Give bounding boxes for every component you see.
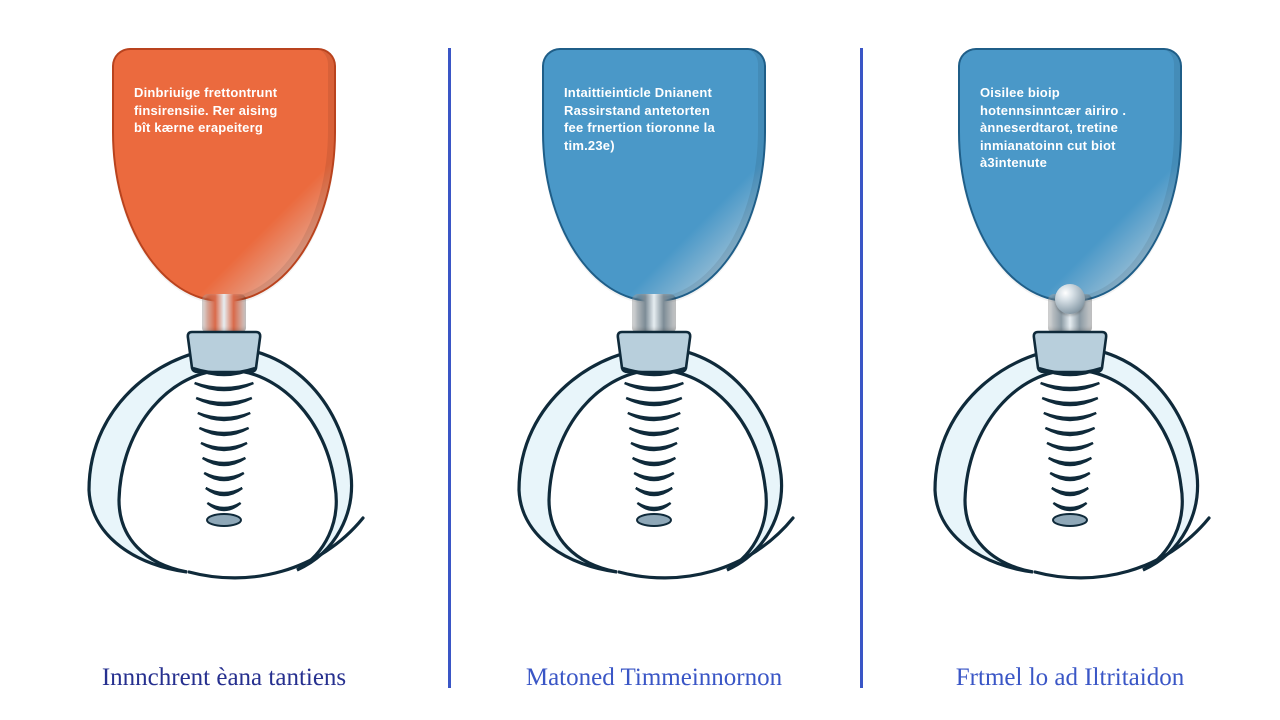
implant-head: Dinbriuige frettontruntfinsirensiie. Rer… <box>112 48 336 302</box>
implant-ball <box>1055 284 1085 314</box>
panel-2: Intaittieinticle DnianentRassirstand ant… <box>448 0 860 720</box>
head-text: Intaittieinticle DnianentRassirstand ant… <box>564 84 744 154</box>
head-text: Oisilee bioiphotennsinntcær airiro .ànne… <box>980 84 1160 172</box>
head-text: Dinbriuige frettontruntfinsirensiie. Rer… <box>134 84 314 137</box>
implant-neck <box>632 294 676 332</box>
implant-screw <box>184 330 264 550</box>
implant-head: Oisilee bioiphotennsinntcær airiro .ànne… <box>958 48 1182 302</box>
implant-neck <box>202 294 246 332</box>
panel-1: Dinbriuige frettontruntfinsirensiie. Rer… <box>0 0 448 720</box>
panel-3: Oisilee bioiphotennsinntcær airiro .ànne… <box>860 0 1280 720</box>
panel-caption: Innnchrent èana tantiens <box>0 664 448 692</box>
implant-head: Intaittieinticle DnianentRassirstand ant… <box>542 48 766 302</box>
diagram-stage: Dinbriuige frettontruntfinsirensiie. Rer… <box>0 0 1280 720</box>
implant-screw <box>1030 330 1110 550</box>
panel-caption: Frtmel lo ad Iltritaidon <box>860 664 1280 692</box>
implant-screw <box>614 330 694 550</box>
panel-caption: Matoned Timmeinnornon <box>448 664 860 692</box>
